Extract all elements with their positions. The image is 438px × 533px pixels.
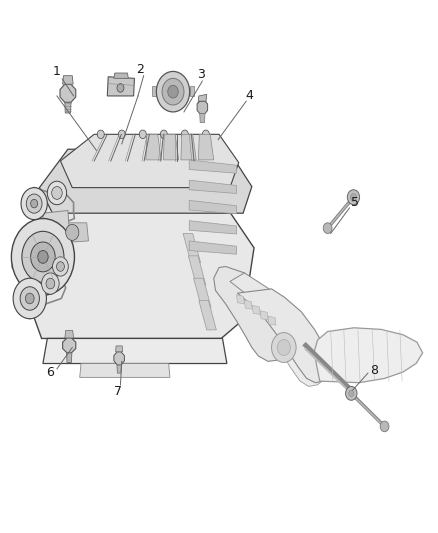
Circle shape xyxy=(42,273,59,294)
Circle shape xyxy=(162,78,184,105)
Circle shape xyxy=(117,84,124,92)
Circle shape xyxy=(168,85,178,98)
Polygon shape xyxy=(67,353,72,362)
Polygon shape xyxy=(190,86,194,96)
Polygon shape xyxy=(65,330,74,338)
Text: 4: 4 xyxy=(246,90,254,102)
Circle shape xyxy=(277,340,290,356)
Polygon shape xyxy=(117,365,121,373)
Circle shape xyxy=(350,193,357,201)
Circle shape xyxy=(156,71,190,112)
Polygon shape xyxy=(237,289,329,383)
Polygon shape xyxy=(252,305,260,314)
Circle shape xyxy=(323,223,332,233)
Circle shape xyxy=(21,188,47,220)
Polygon shape xyxy=(188,256,206,285)
Polygon shape xyxy=(65,102,71,113)
Polygon shape xyxy=(230,273,315,358)
Text: 7: 7 xyxy=(114,385,122,398)
Circle shape xyxy=(380,421,389,432)
Circle shape xyxy=(202,130,209,139)
Polygon shape xyxy=(60,134,239,188)
Circle shape xyxy=(57,262,64,271)
Polygon shape xyxy=(181,134,196,160)
Polygon shape xyxy=(189,241,237,254)
Circle shape xyxy=(52,187,62,199)
Circle shape xyxy=(181,130,188,139)
Circle shape xyxy=(11,219,74,295)
Circle shape xyxy=(272,333,296,362)
Polygon shape xyxy=(194,278,211,308)
Polygon shape xyxy=(314,328,423,383)
Polygon shape xyxy=(63,338,76,353)
Polygon shape xyxy=(114,73,128,78)
Polygon shape xyxy=(189,221,237,234)
Circle shape xyxy=(31,199,38,208)
Circle shape xyxy=(349,390,354,397)
Polygon shape xyxy=(65,223,88,243)
Circle shape xyxy=(118,130,125,139)
Circle shape xyxy=(38,251,48,263)
Polygon shape xyxy=(146,134,161,160)
Polygon shape xyxy=(183,233,201,263)
Text: 3: 3 xyxy=(198,68,205,81)
Circle shape xyxy=(22,231,64,282)
Polygon shape xyxy=(114,352,124,365)
Polygon shape xyxy=(240,303,323,386)
Circle shape xyxy=(53,257,68,276)
Polygon shape xyxy=(268,316,276,325)
Circle shape xyxy=(139,130,146,139)
Polygon shape xyxy=(237,295,244,304)
Polygon shape xyxy=(116,346,123,352)
Polygon shape xyxy=(152,86,156,96)
Text: 6: 6 xyxy=(46,366,54,378)
Polygon shape xyxy=(198,94,207,104)
Text: 2: 2 xyxy=(136,63,144,76)
Circle shape xyxy=(160,130,167,139)
Polygon shape xyxy=(43,338,227,364)
Circle shape xyxy=(31,242,55,272)
Polygon shape xyxy=(80,364,170,377)
Circle shape xyxy=(346,386,357,400)
Polygon shape xyxy=(189,160,237,173)
Polygon shape xyxy=(200,114,205,123)
Polygon shape xyxy=(260,311,268,320)
Text: 1: 1 xyxy=(53,66,61,78)
Circle shape xyxy=(20,287,39,310)
Polygon shape xyxy=(197,101,208,114)
Circle shape xyxy=(97,130,104,139)
Circle shape xyxy=(26,194,42,213)
Polygon shape xyxy=(244,300,252,309)
Polygon shape xyxy=(107,77,134,96)
Polygon shape xyxy=(199,301,216,330)
Polygon shape xyxy=(163,134,179,160)
Polygon shape xyxy=(60,84,76,102)
Circle shape xyxy=(46,278,55,289)
Circle shape xyxy=(25,293,34,304)
Circle shape xyxy=(66,224,79,240)
Polygon shape xyxy=(198,134,214,160)
Polygon shape xyxy=(63,76,73,84)
Polygon shape xyxy=(189,180,237,193)
Polygon shape xyxy=(43,211,70,266)
Polygon shape xyxy=(26,203,254,338)
Polygon shape xyxy=(214,266,290,361)
Polygon shape xyxy=(189,200,237,214)
Text: 8: 8 xyxy=(371,364,378,377)
Text: 5: 5 xyxy=(351,196,359,209)
Circle shape xyxy=(47,181,67,205)
Circle shape xyxy=(13,278,46,319)
Polygon shape xyxy=(39,149,252,213)
Circle shape xyxy=(347,190,360,205)
